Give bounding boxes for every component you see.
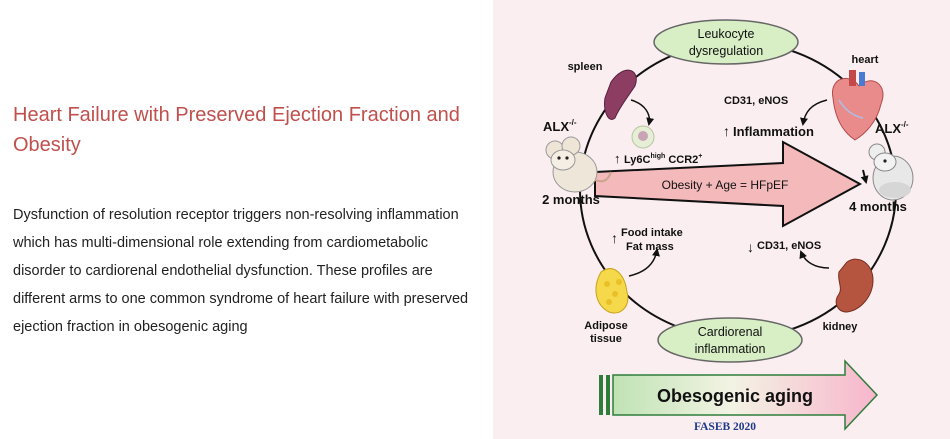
kidney-arrow	[799, 250, 830, 269]
obesogenic-aging-arrow	[612, 359, 879, 431]
leukocyte-label-1: Leukocyte	[698, 27, 755, 41]
kidney-label: kidney	[823, 321, 859, 333]
ly6c-label: Ly6Chigh CCR2+	[624, 153, 702, 166]
cd31-bottom-label: CD31, eNOS	[757, 240, 821, 252]
obesogenic-aging-label: Obesogenic aging	[657, 386, 813, 406]
heart-arrow	[800, 99, 828, 126]
description-text: Dysfunction of resolution receptor trigg…	[13, 207, 469, 335]
four-months-label: 4 months	[849, 199, 907, 214]
adipose-label-2: tissue	[590, 333, 622, 345]
big-arrow	[594, 140, 863, 228]
spleen-arrow	[630, 99, 655, 126]
adipose-tissue-icon	[595, 268, 629, 314]
banner-stripe-2	[606, 375, 610, 415]
kidney-icon	[835, 258, 874, 313]
heart-label: heart	[852, 54, 879, 66]
alx-left-label: ALX-/-	[543, 118, 577, 134]
adipose-label-1: Adipose	[584, 320, 627, 332]
food-up-arrow: ↑	[611, 230, 618, 246]
leukocyte-oval	[653, 19, 799, 65]
leukocyte-label-2: dysregulation	[689, 44, 763, 58]
food-intake-label: Food intake	[621, 227, 683, 239]
alx-right-label: ALX-/-	[875, 120, 909, 136]
inflammation-up-arrow: ↑	[723, 123, 730, 139]
spleen-label: spleen	[568, 61, 603, 73]
page-title: Heart Failure with Preserved Ejection Fr…	[13, 104, 460, 156]
cardiorenal-label-2: inflammation	[695, 342, 766, 356]
old-mouse-icon	[868, 143, 914, 201]
cd31-top-label: CD31, eNOS	[724, 95, 788, 107]
cardiorenal-label-1: Cardiorenal	[698, 325, 763, 339]
inflammation-label: Inflammation	[733, 124, 814, 139]
young-mouse-icon	[545, 136, 612, 193]
citation-label: FASEB 2020	[694, 421, 756, 433]
cd31-down-arrow: ↓	[747, 239, 754, 255]
spleen-icon	[604, 69, 637, 120]
cardiorenal-oval	[657, 317, 803, 363]
ly6c-up-arrow: ↑	[614, 151, 621, 166]
hfpef-diagram: Obesity + Age = HFpEF Leukocyte dysregul…	[542, 19, 914, 433]
fat-mass-label: Fat mass	[626, 241, 674, 253]
diagram-panel: Obesity + Age = HFpEF Leukocyte dysregul…	[493, 0, 950, 439]
immune-cell-icon	[631, 125, 655, 149]
cycle-arrow-right	[860, 169, 869, 184]
text-column: Heart Failure with Preserved Ejection Fr…	[13, 104, 469, 335]
adipose-arrow	[628, 248, 660, 277]
big-arrow-label: Obesity + Age = HFpEF	[662, 178, 789, 192]
two-months-label: 2 months	[542, 192, 600, 207]
heart-icon	[832, 70, 884, 141]
banner-stripe-1	[599, 375, 603, 415]
